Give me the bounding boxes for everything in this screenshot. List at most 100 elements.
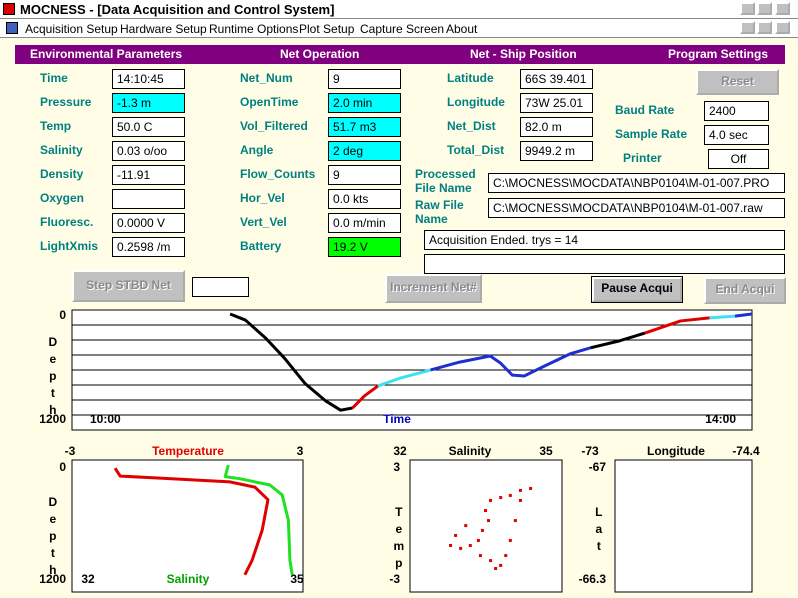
- data-point: [529, 486, 533, 490]
- field-label: Net_Num: [240, 71, 293, 85]
- window-button[interactable]: [775, 2, 790, 15]
- data-line: [644, 316, 710, 335]
- data-point: [476, 538, 480, 542]
- tick-label: 35: [290, 572, 304, 586]
- tick-label: -66.3: [579, 572, 607, 586]
- field-label: Raw File Name: [415, 198, 464, 226]
- field-label: Hor_Vel: [240, 191, 285, 205]
- field-label: Sample Rate: [615, 127, 688, 141]
- window-button[interactable]: [740, 2, 755, 15]
- data-line: [430, 346, 591, 378]
- field-label: Longitude: [447, 95, 505, 109]
- data-line: [223, 464, 294, 576]
- x-axis-label: Salinity: [449, 444, 492, 458]
- field-box: 19.2 V: [328, 237, 401, 257]
- menu-item[interactable]: Acquisition Setup: [25, 22, 118, 36]
- field-label: Oxygen: [40, 191, 85, 205]
- field-box: 2400: [704, 101, 769, 121]
- tick-label: 14:00: [705, 412, 736, 426]
- data-point: [518, 498, 522, 502]
- field-box: 2.0 min: [328, 93, 401, 113]
- plot-area: [614, 459, 753, 593]
- tick-label: 1200: [39, 572, 66, 586]
- field-box: 2 deg: [328, 141, 401, 161]
- data-line: [734, 312, 753, 318]
- x-axis-label: Temperature: [152, 444, 224, 458]
- y-axis-label: Depth: [46, 335, 60, 420]
- data-point: [513, 519, 517, 523]
- field-box: [112, 189, 185, 209]
- tick-label: -67: [589, 460, 607, 474]
- field-box: 0.0000 V: [112, 213, 185, 233]
- field-box: 50.0 C: [112, 117, 185, 137]
- data-point: [483, 509, 487, 513]
- field-label: Time: [40, 71, 68, 85]
- data-point: [489, 498, 493, 502]
- field-box: 0.03 o/oo: [112, 141, 185, 161]
- field-box: 73W 25.01: [520, 93, 593, 113]
- field-box: 66S 39.401: [520, 69, 593, 89]
- window-button[interactable]: [757, 2, 772, 15]
- data-point: [454, 533, 458, 537]
- menu-item[interactable]: Plot Setup: [299, 22, 355, 36]
- window-button[interactable]: [757, 21, 772, 34]
- section-title: Environmental Parameters: [30, 47, 183, 61]
- data-line: [377, 368, 432, 388]
- field-label: Density: [40, 167, 84, 181]
- app-icon: [3, 3, 15, 15]
- data-point: [449, 544, 453, 548]
- data-point: [464, 524, 468, 528]
- field-label: Salinity: [40, 143, 83, 157]
- tick-label: -3: [389, 572, 400, 586]
- data-point: [468, 544, 472, 548]
- status-box-empty: [424, 254, 785, 274]
- field-label: Net_Dist: [447, 119, 496, 133]
- tick-label: -74.4: [732, 444, 760, 458]
- tick-label: 35: [539, 444, 553, 458]
- action-button[interactable]: Step STBD Net: [72, 270, 185, 302]
- x-axis-label: Longitude: [647, 444, 705, 458]
- field-label: Battery: [240, 239, 282, 253]
- data-point: [478, 554, 482, 558]
- field-box: 82.0 m: [520, 117, 593, 137]
- field-box: C:\MOCNESS\MOCDATA\NBP0104\M-01-007.raw: [488, 198, 785, 218]
- data-line: [229, 312, 353, 412]
- reset-button[interactable]: Reset: [696, 69, 779, 95]
- data-point: [499, 496, 503, 500]
- menu-item[interactable]: Runtime Options: [209, 22, 299, 36]
- data-point: [508, 493, 512, 497]
- field-label: Baud Rate: [615, 103, 675, 117]
- tick-label: 3: [393, 460, 400, 474]
- tick-label: -73: [581, 444, 599, 458]
- x2-axis-label: Salinity: [167, 572, 210, 586]
- action-button[interactable]: Pause Acqui: [591, 276, 683, 303]
- status-box: Acquisition Ended. trys = 14: [424, 230, 785, 250]
- field-box: 4.0 sec: [704, 125, 769, 145]
- data-point: [489, 559, 493, 563]
- menu-item[interactable]: Hardware Setup: [120, 22, 207, 36]
- tick-label: 32: [393, 444, 407, 458]
- field-box: C:\MOCNESS\MOCDATA\NBP0104\M-01-007.PRO: [488, 173, 785, 193]
- field-label: Fluoresc.: [40, 215, 94, 229]
- field-box: 0.2598 /m: [112, 237, 185, 257]
- menu-item[interactable]: About: [446, 22, 478, 36]
- window-button[interactable]: [740, 21, 755, 34]
- section-title: Program Settings: [668, 47, 769, 61]
- section-title: Net - Ship Position: [470, 47, 577, 61]
- window-button[interactable]: [775, 21, 790, 34]
- tick-label: 3: [297, 444, 304, 458]
- tick-label: 0: [59, 308, 66, 322]
- action-button[interactable]: End Acqui: [704, 277, 786, 304]
- data-point: [487, 519, 491, 523]
- field-label: LightXmis: [40, 239, 99, 253]
- action-button[interactable]: Increment Net#: [385, 274, 482, 303]
- field-label: Temp: [40, 119, 72, 133]
- plot-area: [409, 459, 563, 593]
- title-bar: MOCNESS - [Data Acquisition and Control …: [0, 0, 798, 19]
- x-axis-label: Time: [383, 412, 411, 426]
- menu-item[interactable]: Capture Screen: [360, 22, 445, 36]
- menu-bar: [0, 19, 798, 38]
- field-box: 9: [328, 69, 401, 89]
